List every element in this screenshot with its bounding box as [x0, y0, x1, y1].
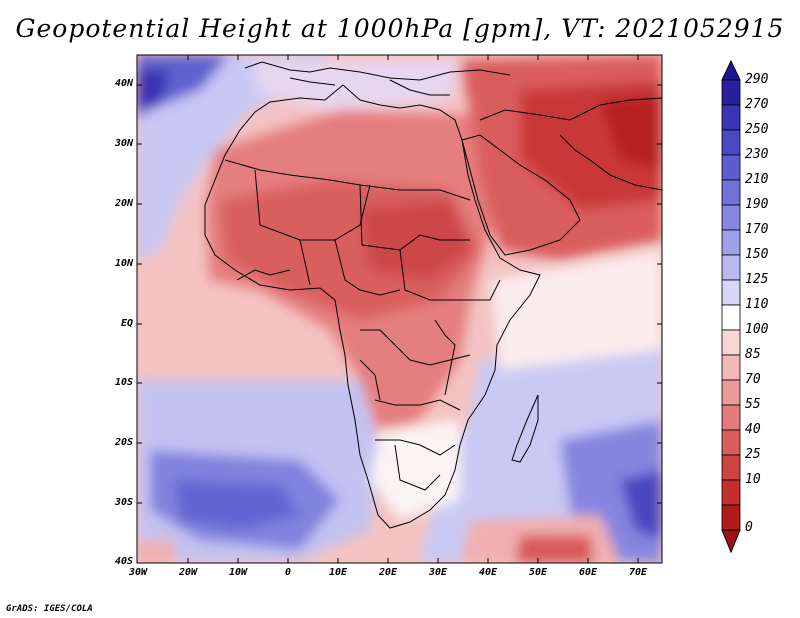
colorbar-bin — [721, 254, 741, 281]
colorbar-bin — [721, 354, 741, 381]
colorbar-label: 270 — [745, 97, 769, 112]
colorbar-bin — [721, 429, 741, 456]
colorbar-label: 290 — [745, 72, 769, 87]
lon-label: 10E — [328, 567, 348, 578]
lon-label: 0 — [284, 567, 292, 578]
lat-label: 10S — [114, 377, 133, 388]
lon-label: 20W — [178, 567, 198, 578]
colorbar-label: 150 — [745, 247, 769, 262]
colorbar-label: 25 — [745, 447, 761, 462]
colorbar-label: 110 — [745, 297, 769, 312]
lon-label: 20E — [378, 567, 398, 578]
colorbar-label: 85 — [745, 347, 761, 362]
colorbar-label: 250 — [745, 122, 769, 137]
colorbar-label: 190 — [745, 197, 769, 212]
colorbar-bin — [721, 479, 741, 506]
lat-label: 40N — [114, 78, 133, 89]
colorbar-label: 100 — [745, 322, 769, 337]
colorbar-label: 125 — [745, 272, 769, 287]
colorbar-bin — [721, 304, 741, 331]
map-title: Geopotential Height at 1000hPa [gpm], VT… — [15, 14, 785, 43]
lon-label: 60E — [578, 567, 598, 578]
colorbar-label: 0 — [745, 520, 753, 535]
colorbar-bin — [721, 179, 741, 206]
lon-label: 10W — [228, 567, 248, 578]
axis-ticks — [137, 55, 662, 563]
lon-label: 70E — [628, 567, 648, 578]
plot-frame — [136, 54, 663, 564]
coastlines — [204, 61, 662, 529]
colorbar-bin — [721, 279, 741, 306]
colorbar-bin — [721, 404, 741, 431]
lat-label: 40S — [114, 556, 133, 567]
colorbar-bin — [721, 129, 741, 156]
lat-label: 20N — [114, 198, 133, 209]
colorbar-bin — [721, 154, 741, 181]
colorbar-lower-triangle — [721, 529, 741, 554]
colorbar-label: 40 — [745, 422, 761, 437]
colorbar-bin — [721, 104, 741, 131]
lat-label: 10N — [114, 258, 133, 269]
lon-label: 30E — [428, 567, 448, 578]
credit-text: GrADS: IGES/COLA — [6, 604, 93, 614]
lat-label: EQ — [120, 318, 133, 329]
colorbar-label: 210 — [745, 172, 769, 187]
colorbar-bin — [721, 229, 741, 256]
lat-label: 30S — [114, 497, 133, 508]
colorbar-bin — [721, 504, 741, 531]
lon-label: 50E — [528, 567, 548, 578]
lat-label: 20S — [114, 437, 133, 448]
height-field — [137, 55, 662, 563]
lat-label: 30N — [114, 138, 133, 149]
colorbar-upper-triangle — [721, 59, 741, 81]
colorbar-label: 170 — [745, 222, 769, 237]
colorbar-bin — [721, 329, 741, 356]
colorbar-label: 10 — [745, 472, 761, 487]
colorbar-bin — [721, 379, 741, 406]
colorbar — [721, 59, 741, 554]
lon-label: 30W — [128, 567, 148, 578]
colorbar-bin — [721, 204, 741, 231]
colorbar-label: 230 — [745, 147, 769, 162]
colorbar-bin — [721, 454, 741, 481]
lon-label: 40E — [478, 567, 498, 578]
colorbar-label: 70 — [745, 372, 761, 387]
colorbar-bin — [721, 79, 741, 106]
colorbar-label: 55 — [745, 397, 761, 412]
